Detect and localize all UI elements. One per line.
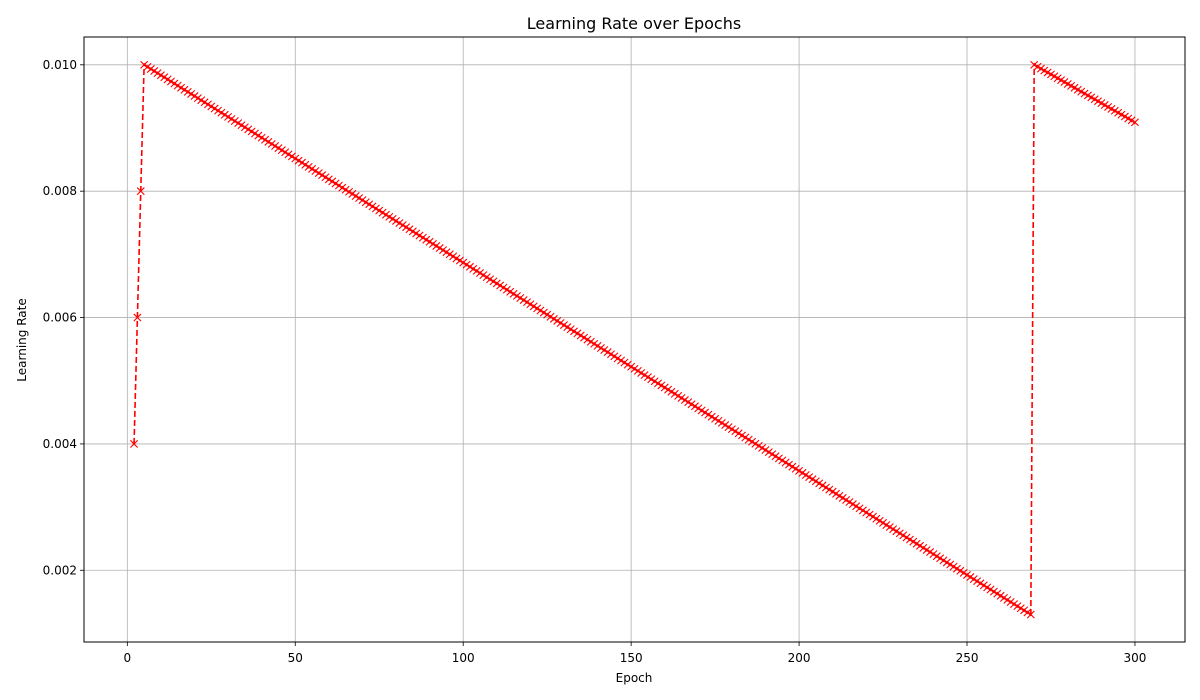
series-line-learning-rate: [130, 60, 1139, 619]
y-tick-label: 0.010: [43, 58, 77, 72]
plot-frame: [83, 36, 1186, 643]
y-tick-label: 0.008: [43, 184, 77, 198]
chart-title: Learning Rate over Epochs: [527, 14, 741, 33]
x-tick-label: 0: [124, 651, 132, 665]
y-tick-label: 0.006: [43, 311, 77, 325]
x-tick-label: 300: [1124, 651, 1147, 665]
x-tick-label: 200: [788, 651, 811, 665]
x-axis-ticks: 0 50 100 150 200 250 300: [124, 642, 1147, 665]
x-tick-label: 100: [452, 651, 475, 665]
data-point-marker: [136, 187, 145, 196]
x-tick-label: 50: [288, 651, 303, 665]
x-axis-label: Epoch: [616, 671, 653, 685]
grid-lines: [84, 37, 1185, 642]
x-tick-label: 150: [620, 651, 643, 665]
y-tick-label: 0.002: [43, 563, 77, 577]
data-point-marker: [133, 313, 142, 322]
data-point-marker: [1130, 118, 1139, 127]
y-axis-ticks: 0.002 0.004 0.006 0.008 0.010: [43, 58, 84, 577]
y-tick-label: 0.004: [43, 437, 77, 451]
y-axis-label: Learning Rate: [15, 298, 29, 381]
data-point-marker: [1026, 610, 1035, 619]
data-point-marker: [130, 439, 139, 448]
x-tick-label: 250: [956, 651, 979, 665]
